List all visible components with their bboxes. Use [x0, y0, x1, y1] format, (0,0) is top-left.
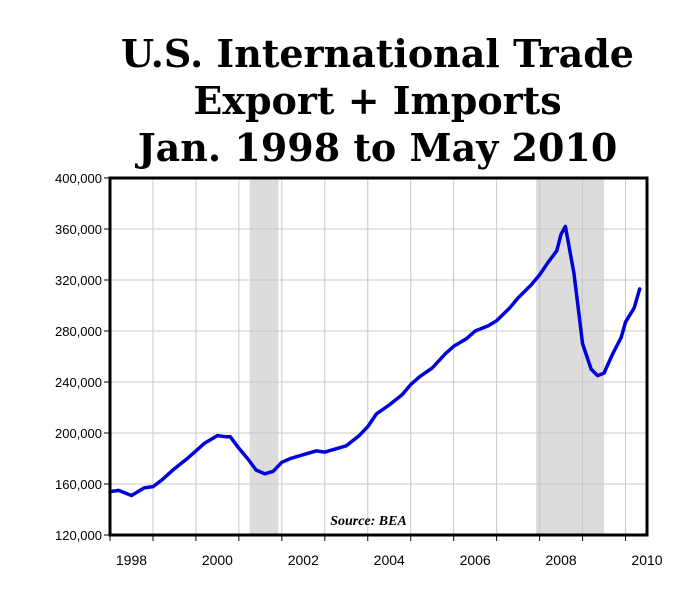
y-axis: 120,000 160,000 200,000 240,000 280,000 320,0…	[55, 171, 110, 543]
chart-title-line-1: U.S. International Trade	[121, 31, 634, 76]
x-tick-label: 1998	[116, 552, 147, 568]
x-tick-label: 2002	[288, 552, 319, 568]
y-tick-label: 400,000	[55, 171, 102, 186]
chart-title-line-3: Jan. 1998 to May 2010	[137, 125, 618, 170]
series-line	[108, 224, 642, 498]
y-tick-label: 280,000	[55, 324, 102, 339]
y-tick-label: 120,000	[55, 528, 102, 543]
recession-band	[249, 178, 279, 535]
y-tick-label: 200,000	[55, 426, 102, 441]
source-annotation: Source: BEA	[330, 514, 407, 529]
chart-title-line-2: Export + Imports	[193, 78, 562, 123]
x-tick-label: 2004	[374, 552, 405, 568]
gridlines	[110, 178, 647, 535]
y-tick-label: 160,000	[55, 477, 102, 492]
y-tick-label: 320,000	[55, 273, 102, 288]
x-tick-label: 2010	[631, 552, 662, 568]
x-tick-label: 2008	[546, 552, 577, 568]
series-lines	[108, 224, 642, 498]
chart-title: U.S. International Trade Export + Import…	[0, 30, 700, 171]
x-axis: 1998 2000 2002 2004 2006 2008 2010	[109, 535, 663, 568]
recession-band	[536, 178, 605, 535]
y-tick-label: 360,000	[55, 222, 102, 237]
x-tick-label: 2006	[460, 552, 491, 568]
plot-frame	[108, 176, 649, 537]
y-tick-label: 240,000	[55, 375, 102, 390]
x-tick-label: 2000	[202, 552, 233, 568]
recession-bands	[249, 178, 605, 535]
